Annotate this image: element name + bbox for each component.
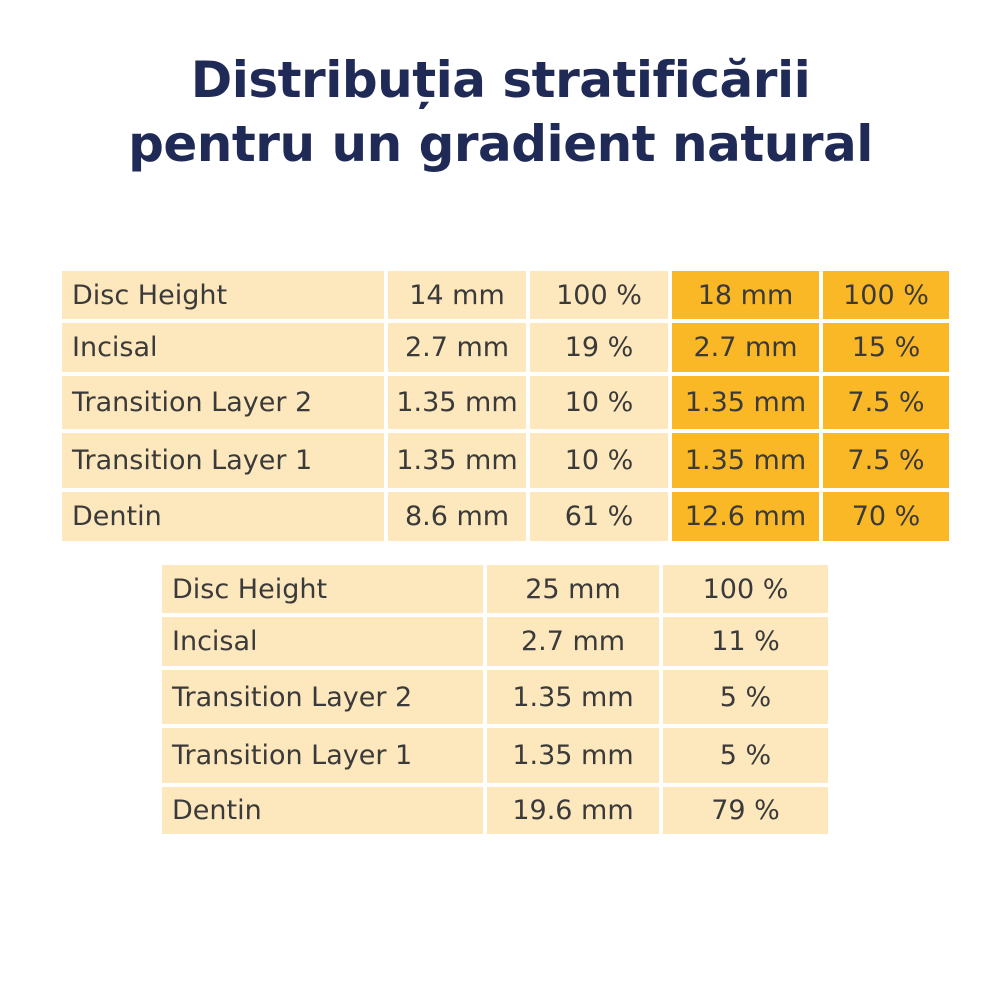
layering-table-14-18mm: Disc Height 14 mm 100 % 18 mm 100 % Inci… <box>62 271 949 541</box>
table-cell-percent-18mm: 70 % <box>823 492 949 541</box>
table-cell-percent-14mm: 19 % <box>530 323 668 372</box>
table-cell-layer-label: Incisal <box>162 617 483 666</box>
table-cell-thickness-25mm: 1.35 mm <box>487 728 659 783</box>
page-title-line-2: pentru un gradient natural <box>128 115 873 173</box>
table-cell-percent-18mm: 7.5 % <box>823 376 949 429</box>
table-cell-percent-25mm: 79 % <box>663 787 828 834</box>
table-cell-thickness-18mm: 1.35 mm <box>672 376 819 429</box>
table-cell-layer-label: Disc Height <box>162 565 483 613</box>
table-cell-thickness-25mm: 1.35 mm <box>487 670 659 724</box>
table-cell-thickness-14mm: 14 mm <box>388 271 526 319</box>
table-cell-percent-14mm: 61 % <box>530 492 668 541</box>
table-cell-thickness-14mm: 8.6 mm <box>388 492 526 541</box>
table-cell-percent-14mm: 10 % <box>530 433 668 488</box>
table-cell-layer-label: Disc Height <box>62 271 384 319</box>
table-cell-thickness-18mm: 1.35 mm <box>672 433 819 488</box>
table-cell-percent-18mm: 7.5 % <box>823 433 949 488</box>
table-cell-layer-label: Transition Layer 1 <box>162 728 483 783</box>
table-cell-thickness-18mm: 18 mm <box>672 271 819 319</box>
table-cell-thickness-14mm: 2.7 mm <box>388 323 526 372</box>
table-cell-thickness-14mm: 1.35 mm <box>388 433 526 488</box>
table-cell-thickness-25mm: 25 mm <box>487 565 659 613</box>
table-cell-percent-14mm: 100 % <box>530 271 668 319</box>
table-cell-percent-25mm: 11 % <box>663 617 828 666</box>
table-cell-layer-label: Dentin <box>62 492 384 541</box>
table-cell-layer-label: Incisal <box>62 323 384 372</box>
table-cell-layer-label: Dentin <box>162 787 483 834</box>
table-cell-percent-18mm: 100 % <box>823 271 949 319</box>
table-cell-thickness-18mm: 12.6 mm <box>672 492 819 541</box>
page-title-line-1: Distribuția stratificării <box>190 51 811 109</box>
table-cell-thickness-14mm: 1.35 mm <box>388 376 526 429</box>
table-cell-layer-label: Transition Layer 2 <box>162 670 483 724</box>
table-cell-percent-25mm: 5 % <box>663 670 828 724</box>
page-title: Distribuția stratificării pentru un grad… <box>0 48 1001 176</box>
table-cell-thickness-18mm: 2.7 mm <box>672 323 819 372</box>
table-cell-percent-14mm: 10 % <box>530 376 668 429</box>
table-cell-percent-25mm: 100 % <box>663 565 828 613</box>
table-cell-thickness-25mm: 19.6 mm <box>487 787 659 834</box>
table-cell-thickness-25mm: 2.7 mm <box>487 617 659 666</box>
table-cell-layer-label: Transition Layer 2 <box>62 376 384 429</box>
table-cell-percent-25mm: 5 % <box>663 728 828 783</box>
table-cell-percent-18mm: 15 % <box>823 323 949 372</box>
layering-table-25mm: Disc Height 25 mm 100 % Incisal 2.7 mm 1… <box>162 565 828 834</box>
table-cell-layer-label: Transition Layer 1 <box>62 433 384 488</box>
